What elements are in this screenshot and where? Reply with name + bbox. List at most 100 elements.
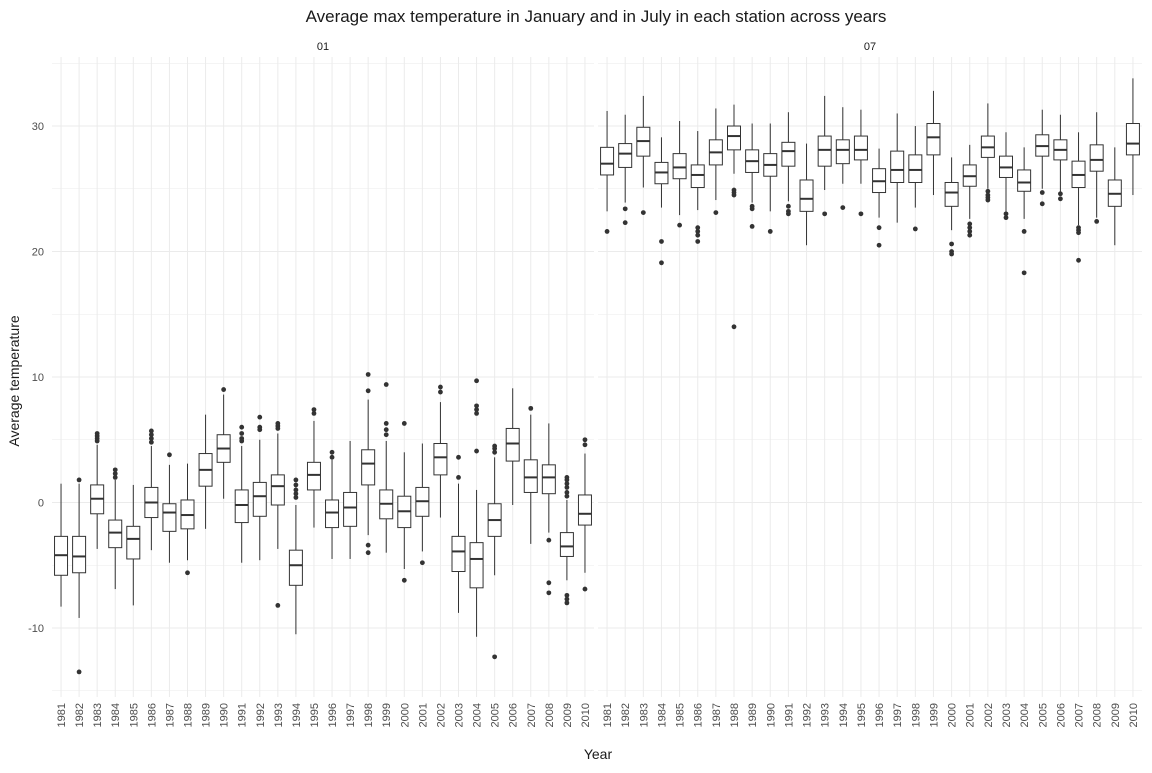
outlier-point xyxy=(695,229,701,234)
outlier-point xyxy=(148,432,154,438)
x-tick-label: 2001 xyxy=(965,703,977,727)
box-iqr xyxy=(799,179,814,212)
x-tick-label: 2004 xyxy=(1019,703,1031,727)
outlier-point xyxy=(275,426,281,431)
outlier-point xyxy=(239,431,245,436)
y-axis-label: Average temperature xyxy=(6,315,22,446)
outlier-point xyxy=(112,467,118,473)
outlier-point xyxy=(492,449,498,455)
box-iqr xyxy=(727,125,741,151)
outlier-point xyxy=(311,407,317,413)
outlier-point xyxy=(582,586,588,592)
x-tick-label: 1991 xyxy=(237,703,249,727)
x-tick-label: 1997 xyxy=(892,703,904,727)
outlier-point xyxy=(564,477,570,483)
outlier-point xyxy=(383,421,389,426)
x-tick-label: 1986 xyxy=(693,703,705,727)
box-iqr xyxy=(559,532,574,557)
x-tick-label: 1986 xyxy=(146,703,158,727)
outlier-point xyxy=(767,229,773,234)
plot-area: -10 0 10 20 30 01 1981 1982 1983 1984 1985 1986 1987… xyxy=(28,41,1142,727)
outlier-point xyxy=(365,388,371,394)
outlier-point xyxy=(949,251,954,257)
x-tick-label: 1989 xyxy=(201,703,213,727)
outlier-point xyxy=(293,487,299,493)
x-tick-label: 1995 xyxy=(309,703,321,727)
box-iqr xyxy=(343,491,358,527)
x-tick-label: 1999 xyxy=(381,703,393,727)
x-tick-label: 2006 xyxy=(1055,703,1067,727)
outlier-point xyxy=(1021,270,1027,276)
x-tick-label: 2010 xyxy=(1128,703,1140,727)
box-iqr xyxy=(325,499,340,529)
outlier-point xyxy=(329,454,335,460)
x-tick-label: 1993 xyxy=(820,703,832,727)
outlier-point xyxy=(311,410,317,416)
outlier-point xyxy=(786,203,791,209)
outlier-point xyxy=(713,210,719,216)
outlier-point xyxy=(185,570,190,576)
outlier-point xyxy=(365,542,371,548)
x-tick-label: 2006 xyxy=(508,703,520,727)
box-iqr xyxy=(835,139,850,165)
box-iqr xyxy=(853,135,868,161)
x-tick-label: 1995 xyxy=(856,703,868,727)
outlier-point xyxy=(167,452,172,458)
outlier-point xyxy=(564,592,570,598)
outlier-point xyxy=(1076,257,1081,263)
outlier-point xyxy=(1094,218,1100,224)
outlier-point xyxy=(365,550,371,556)
outlier-point xyxy=(749,206,755,212)
x-tick-label: 2002 xyxy=(983,703,995,727)
outlier-point xyxy=(257,427,263,433)
outlier-point xyxy=(564,490,570,495)
box-iqr xyxy=(523,459,538,493)
outlier-point xyxy=(582,442,588,448)
outlier-point xyxy=(474,403,479,409)
outlier-point xyxy=(239,438,245,444)
x-tick-label: 1987 xyxy=(164,703,176,727)
outlier-point xyxy=(695,232,701,238)
outlier-point xyxy=(401,421,407,426)
outlier-point xyxy=(546,580,552,586)
box-iqr xyxy=(908,154,923,183)
outlier-point xyxy=(293,477,299,483)
outlier-point xyxy=(985,197,991,203)
x-tick-label: 1996 xyxy=(327,703,339,727)
outlier-point xyxy=(622,220,628,226)
outlier-point xyxy=(1039,190,1045,195)
outlier-point xyxy=(912,226,918,232)
outlier-point xyxy=(546,537,552,543)
x-tick-label: 1999 xyxy=(928,703,940,727)
x-tick-label: 2000 xyxy=(947,703,959,727)
box-iqr xyxy=(234,489,249,524)
outlier-point xyxy=(564,485,570,490)
outlier-point xyxy=(1058,191,1063,197)
y-tick-label: 20 xyxy=(32,247,44,259)
x-tick-label: 2002 xyxy=(435,703,447,727)
outlier-point xyxy=(677,222,682,228)
x-tick-label: 2007 xyxy=(1074,703,1086,727)
outlier-point xyxy=(492,446,498,451)
x-tick-label: 1981 xyxy=(602,703,614,727)
box-iqr xyxy=(162,503,177,532)
outlier-point xyxy=(112,471,118,477)
outlier-point xyxy=(622,206,628,212)
x-tick-label: 2005 xyxy=(490,703,502,727)
x-tick-label: 1981 xyxy=(56,703,68,727)
x-tick-label: 1997 xyxy=(345,703,357,727)
outlier-point xyxy=(112,474,118,480)
outlier-point xyxy=(1021,229,1027,234)
x-tick-label: 2009 xyxy=(1110,703,1122,727)
box-iqr xyxy=(433,443,448,476)
box-iqr xyxy=(944,181,959,207)
outlier-point xyxy=(474,410,479,416)
outlier-point xyxy=(329,449,335,455)
x-tick-label: 2003 xyxy=(454,703,466,727)
box-iqr xyxy=(600,146,615,176)
outlier-point xyxy=(456,454,461,460)
outlier-point xyxy=(786,211,791,217)
x-tick-label: 1988 xyxy=(183,703,195,727)
outlier-point xyxy=(582,437,588,443)
